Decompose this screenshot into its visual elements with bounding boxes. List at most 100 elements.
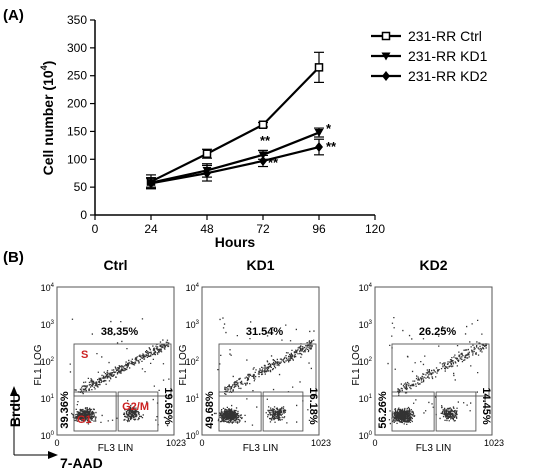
- plot-frame: [201, 286, 320, 436]
- x-tick-label: 1023: [311, 438, 331, 448]
- x-tick-label: 96: [312, 222, 326, 236]
- scatter-dots: [69, 318, 170, 427]
- g1-percentage: 49.68%: [204, 391, 216, 429]
- data-point: [147, 178, 155, 189]
- s-percentage: 31.54%: [246, 326, 284, 338]
- series-line: [150, 145, 320, 185]
- x-tick-label: 72: [256, 222, 270, 236]
- plot-frame: [374, 286, 493, 436]
- s-percentage: 38.35%: [101, 326, 139, 338]
- x-tick-label: 0: [372, 438, 377, 448]
- y-tick-label: 101: [41, 394, 55, 404]
- y-tick-label: 104: [41, 283, 55, 293]
- g2m-percentage: 14.45%: [480, 387, 492, 425]
- gate-s: [391, 343, 490, 397]
- significance-kd2-96: **: [326, 139, 337, 154]
- series-line: [150, 131, 320, 184]
- series-group: [146, 51, 324, 190]
- y-tick-label: 104: [186, 283, 200, 293]
- dot-cloud: [213, 317, 315, 426]
- y-tick-label: 50: [74, 180, 88, 194]
- g1-gate-label: G1: [77, 414, 92, 426]
- flow-plot-kd2: KD2 26.25% 56.26% 14.45% 100 101 102 103 104 FL1 …: [351, 257, 504, 454]
- significance-kd2-72: **: [268, 155, 279, 170]
- x-axis-label: FL3 LIN: [243, 443, 279, 454]
- data-point: [259, 155, 267, 166]
- y-tick-label: 103: [41, 320, 55, 330]
- legend-item: 231-RR KD2: [371, 68, 488, 84]
- legend-label: 231-RR KD2: [408, 68, 488, 84]
- y-axis-label: FL1 LOG: [351, 344, 362, 385]
- data-point: [315, 142, 323, 153]
- x-tick-label: 1023: [484, 438, 504, 448]
- legend-label: 231-RR Ctrl: [408, 28, 482, 44]
- 7aad-label: 7-AAD: [60, 455, 103, 471]
- y-tick-label: 200: [67, 97, 87, 111]
- g1-percentage: 56.26%: [377, 391, 389, 429]
- gate-g1: [73, 391, 117, 432]
- x-tick-label: 24: [144, 222, 158, 236]
- g2m-percentage: 16.18%: [307, 387, 319, 425]
- line-chart: 0 50 100 150 200 250 300 350 0 24 48 72 96 120 231-R…: [39, 13, 488, 250]
- legend-item: 231-RR Ctrl: [371, 28, 482, 44]
- data-point: [202, 149, 212, 158]
- y-tick-label: 104: [359, 283, 373, 293]
- g2m-percentage: 19.69%: [162, 387, 174, 425]
- x-tick-label: 0: [199, 438, 204, 448]
- y-tick-label: 150: [67, 124, 87, 138]
- x-axis-label: FL3 LIN: [98, 443, 134, 454]
- x-axis: 0 24 48 72 96 120: [92, 214, 385, 236]
- legend-label: 231-RR KD1: [408, 48, 488, 64]
- significance-kd1-96: *: [326, 121, 332, 136]
- dot-cloud: [387, 317, 488, 425]
- scatter-dots: [387, 317, 488, 425]
- y-tick-label: 300: [67, 41, 87, 55]
- gate-g1: [391, 391, 435, 432]
- x-tick-label: 0: [54, 438, 59, 448]
- flow-plot-kd1: KD1 31.54% 49.68% 16.18% 100 101 102 103 104 FL1 …: [178, 257, 331, 454]
- corner-axes: BrdU 7-AAD: [7, 386, 103, 471]
- data-point: [203, 168, 211, 179]
- y-axis: 0 50 100 150 200 250 300 350: [67, 13, 96, 222]
- y-tick-label: 101: [359, 394, 373, 404]
- y-tick-label: 103: [186, 320, 200, 330]
- y-tick-label: 100: [67, 152, 87, 166]
- y-tick-label: 102: [41, 357, 55, 367]
- legend-marker: [381, 31, 391, 41]
- legend-marker: [381, 52, 391, 61]
- plot-title: Ctrl: [103, 257, 127, 273]
- y-tick-label: 102: [359, 357, 373, 367]
- plot-frame: [56, 286, 175, 436]
- significance-kd1-72: **: [260, 133, 271, 148]
- series-3: [146, 138, 324, 190]
- y-axis-label: FL1 LOG: [178, 344, 189, 385]
- flow-cytometry-plots: Ctrl 38.35% 39.36% 19.69% S G1 G2/M 100 101 102 10…: [33, 257, 504, 454]
- y-tick-label: 100: [41, 431, 55, 441]
- x-tick-label: 1023: [166, 438, 186, 448]
- plot-title: KD2: [419, 257, 447, 273]
- gate-g2m: [262, 391, 304, 432]
- dot-cloud: [69, 318, 170, 427]
- series-line: [150, 66, 320, 183]
- gate-s: [73, 343, 172, 397]
- y-tick-label: 350: [67, 13, 87, 27]
- brdu-label: BrdU: [7, 393, 23, 427]
- x-axis-label: FL3 LIN: [416, 443, 452, 454]
- x-tick-label: 48: [200, 222, 214, 236]
- data-point: [314, 129, 324, 138]
- y-axis-label: FL1 LOG: [33, 344, 44, 385]
- gate-g2m: [117, 391, 159, 432]
- s-gate-label: S: [81, 349, 88, 361]
- y-tick-label: 103: [359, 320, 373, 330]
- flow-plot-ctrl: Ctrl 38.35% 39.36% 19.69% S G1 G2/M 100 101 102 10…: [33, 257, 186, 454]
- legend: 231-RR Ctrl 231-RR KD1 231-RR KD2: [371, 28, 488, 84]
- legend-marker: [382, 71, 390, 81]
- panel-b-label: (B): [3, 249, 24, 266]
- gate-g1: [218, 391, 262, 432]
- y-tick-label: 100: [186, 431, 200, 441]
- g1-percentage: 39.36%: [59, 391, 71, 429]
- data-point: [314, 63, 324, 72]
- gate-s: [218, 343, 317, 397]
- plot-title: KD1: [246, 257, 274, 273]
